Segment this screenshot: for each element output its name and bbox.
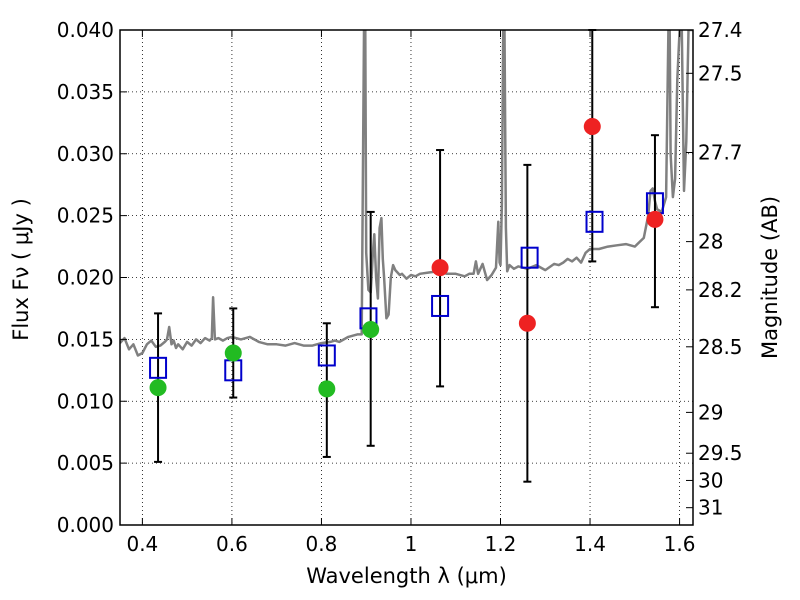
sed-line xyxy=(120,30,693,357)
sed-layer xyxy=(120,30,693,357)
x-tick-label: 0.8 xyxy=(306,532,338,556)
grid xyxy=(120,29,693,526)
observed-point xyxy=(583,118,601,136)
ticks: 0.4 0.6 0.8 1 1.2 1.4 1.6 0.000 0.005 0.010 0.015 0… xyxy=(57,18,743,556)
y-tick-label: 0.035 xyxy=(57,80,114,104)
x-tick-label: 0.6 xyxy=(216,532,248,556)
model-band-square xyxy=(585,210,604,233)
right-tick-label: 28 xyxy=(698,230,723,254)
y-tick-label: 0.015 xyxy=(57,327,114,351)
y-tick-label: 0.040 xyxy=(57,18,114,42)
observed-point xyxy=(149,379,167,397)
x-tick-label: 1 xyxy=(405,532,418,556)
y-tick-label: 0.005 xyxy=(57,451,114,475)
observed-point xyxy=(362,320,380,338)
y-axis-label: Flux Fν ( μJy ) xyxy=(9,198,33,341)
model-band-square xyxy=(431,294,450,317)
right-tick-label: 28.5 xyxy=(698,335,743,359)
x-tick-label: 1.6 xyxy=(664,532,696,556)
right-axis-label: Magnitude (AB) xyxy=(758,196,782,359)
x-axis-label: Wavelength λ (μm) xyxy=(306,564,507,588)
right-tick-label: 27.7 xyxy=(698,141,743,165)
x-tick-label: 1.4 xyxy=(574,532,606,556)
model-band-square xyxy=(520,246,539,269)
right-tick-label: 28.2 xyxy=(698,278,743,302)
x-tick-label: 0.4 xyxy=(126,532,158,556)
model-band-markers xyxy=(149,192,664,382)
observed-point xyxy=(646,210,664,228)
x-tick-label: 1.2 xyxy=(485,532,517,556)
right-tick-label: 29.5 xyxy=(698,441,743,465)
y-tick-label: 0.010 xyxy=(57,389,114,413)
right-tick-label: 31 xyxy=(698,496,723,520)
right-tick-label: 27.5 xyxy=(698,61,743,85)
observed-point xyxy=(518,314,536,332)
y-tick-label: 0.020 xyxy=(57,266,114,290)
y-tick-label: 0.030 xyxy=(57,142,114,166)
observed-point xyxy=(431,259,449,277)
y-tick-label: 0.025 xyxy=(57,204,114,228)
observed-point xyxy=(318,380,336,398)
model-band-square xyxy=(317,344,336,367)
observed-markers xyxy=(149,118,664,398)
observed-point xyxy=(224,344,242,362)
y-tick-label: 0.000 xyxy=(57,513,114,537)
right-tick-label: 27.4 xyxy=(698,18,743,42)
right-tick-label: 29 xyxy=(698,400,723,424)
right-tick-label: 30 xyxy=(698,468,723,492)
model-band-square xyxy=(149,356,168,379)
